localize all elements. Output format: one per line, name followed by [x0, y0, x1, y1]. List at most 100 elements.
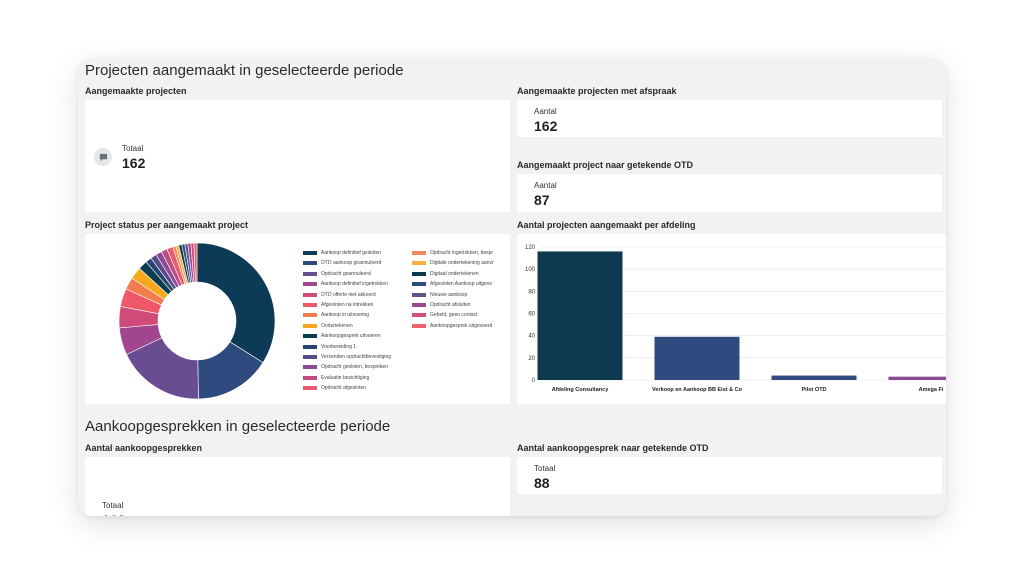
y-tick-label: 80 [528, 289, 535, 295]
card-title-talks-count: Aantal aankoopgesprekken [85, 443, 203, 453]
legend-item[interactable]: Aankoopgesprek uitvoeren [303, 333, 381, 339]
card-title-dept-chart: Aantal projecten aangemaakt per afdeling [517, 220, 696, 230]
legend-label: Nieuwe aankoop [430, 291, 468, 298]
card-title-status-chart: Project status per aangemaakt project [85, 220, 249, 230]
legend-swatch [412, 313, 426, 318]
y-tick-label: 100 [525, 267, 536, 273]
legend-label: Aankoop definitief ingetrokken [321, 281, 388, 288]
legend-swatch [303, 282, 317, 287]
x-category-label: Afdeling Consultancy [552, 387, 609, 393]
legend-label: Digitale ondertekening aanvr [430, 260, 494, 267]
with-appointment-card: Aantal 162 [517, 100, 942, 137]
legend-swatch [412, 251, 426, 255]
legend-item[interactable]: Digitale ondertekening aanvr [412, 260, 494, 266]
legend-item[interactable]: Opdracht ingetrokken, bespr [412, 250, 493, 256]
legend-swatch [412, 271, 426, 276]
card-title-with-appointment: Aangemaakte projecten met afspraak [517, 86, 677, 96]
legend-item[interactable]: Afgesloten Aankoop uitgevo [412, 281, 492, 287]
legend-item[interactable]: Opdracht afsluiten [412, 302, 471, 308]
kpi-label: Totaal [122, 144, 144, 153]
donut-slice[interactable] [193, 242, 198, 283]
legend-label: Gebeld, geen contact [430, 312, 478, 319]
legend-swatch [303, 271, 317, 276]
legend-item[interactable]: OTD aankoop geannuleerd [303, 260, 381, 266]
legend-swatch [303, 251, 317, 255]
kpi-value: 87 [534, 192, 550, 208]
card-title-created-projects: Aangemaakte projecten [85, 86, 187, 96]
legend-item[interactable]: Aankoopgesprek uitgevoerd [412, 323, 492, 329]
legend-item[interactable]: Nieuwe aankoop [412, 292, 467, 298]
legend-label: Ondertekenen [321, 322, 353, 329]
legend-item[interactable]: Opdracht geannuleerd [303, 271, 371, 277]
legend-item[interactable]: OTD offerte niet akkoord [303, 292, 376, 298]
legend-item[interactable]: Ondertekenen [303, 323, 353, 329]
section-title-projects: Projecten aangemaakt in geselecteerde pe… [85, 62, 404, 79]
legend-label: Evaluatie bezichtiging [321, 374, 370, 381]
legend-swatch [412, 292, 426, 297]
kpi-label: Aantal [534, 181, 557, 190]
bar[interactable] [888, 376, 947, 380]
legend-item[interactable]: Opdracht afgesloten [303, 385, 366, 391]
legend-swatch [303, 344, 317, 349]
y-tick-label: 120 [525, 245, 536, 251]
donut-slice[interactable] [196, 242, 276, 364]
legend-label: Aankoopgesprek uitgevoerd [430, 322, 493, 329]
legend-label: Opdracht afgesloten [321, 385, 367, 392]
legend-item[interactable]: Digitaal ondertekenen [412, 271, 479, 277]
dashboard-frame: Projecten aangemaakt in geselecteerde pe… [78, 58, 946, 516]
legend-item[interactable]: Aankoop definitief ingetrokken [303, 281, 388, 287]
legend-label: Voorbereiding 1 [321, 343, 357, 350]
section-title-talks: Aankoopgesprekken in geselecteerde perio… [85, 418, 391, 435]
legend-label: Verzenden opdrachtbevestiging [321, 354, 392, 360]
card-title-talks-signed: Aantal aankoopgesprek naar getekende OTD [517, 443, 709, 453]
bar[interactable] [654, 336, 740, 380]
legend-item[interactable]: Aankoop in uitvoering [303, 312, 369, 318]
legend-swatch [303, 323, 317, 328]
signed-otd-card: Aantal 87 [517, 174, 942, 212]
bar[interactable] [771, 375, 857, 380]
status-donut-chart [118, 242, 276, 400]
x-category-label: Verkoop en Aankoop BB Eist & Co [652, 387, 743, 393]
legend-swatch [303, 355, 317, 359]
legend-item[interactable]: Gebeld, geen contact [412, 312, 478, 318]
x-category-label: Pilot OTD [801, 387, 826, 393]
legend-label: Aankoop in uitvoering [321, 312, 370, 319]
status-chart-card: Aankoop definitief gesloten OTD aankoop g… [85, 234, 510, 404]
legend-label: Opdracht geannuleerd [321, 270, 371, 277]
kpi-label: Totaal [102, 501, 124, 510]
legend-swatch [303, 334, 317, 339]
kpi-value: 162 [102, 512, 125, 516]
legend-swatch [303, 303, 317, 307]
legend-label: Aankoopgesprek uitvoeren [321, 333, 381, 340]
legend-swatch [412, 261, 426, 266]
kpi-label: Totaal [534, 464, 556, 473]
legend-label: Opdracht afsluiten [430, 302, 471, 308]
legend-swatch [303, 313, 317, 318]
legend-item[interactable]: Opdracht gesloten, bespreken [303, 364, 388, 370]
bar[interactable] [537, 251, 623, 380]
legend-label: OTD aankoop geannuleerd [321, 260, 382, 267]
legend-swatch [303, 386, 317, 391]
legend-item[interactable]: Evaluatie bezichtiging [303, 375, 369, 381]
legend-item[interactable]: Verzenden opdrachtbevestiging [303, 354, 391, 360]
legend-swatch [303, 375, 317, 380]
legend-label: Afgesloten na intrekken [321, 302, 374, 308]
y-tick-label: 20 [528, 356, 535, 362]
talks-count-card: Totaal 162 [85, 457, 510, 516]
legend-item[interactable]: Afgesloten na intrekken [303, 302, 373, 308]
comment-icon [94, 148, 112, 166]
legend-item[interactable]: Aankoop definitief gesloten [303, 250, 381, 256]
legend-label: Afgesloten Aankoop uitgevo [430, 281, 492, 288]
legend-label: Opdracht gesloten, bespreken [321, 364, 388, 371]
legend-item[interactable]: Voorbereiding 1 [303, 344, 356, 350]
legend-swatch [303, 261, 317, 266]
legend-label: Digitaal ondertekenen [430, 270, 479, 277]
created-projects-card: Totaal 162 [85, 100, 510, 212]
x-category-label: Amega Fi [919, 387, 944, 393]
kpi-value: 162 [534, 118, 558, 134]
dept-chart-card: 0 20 40 60 80 100 120 Afdeling Consultancy Verko… [517, 234, 946, 404]
y-tick-label: 0 [532, 378, 536, 384]
kpi-label: Aantal [534, 107, 557, 116]
legend-swatch [412, 303, 426, 307]
legend-swatch [303, 365, 317, 370]
